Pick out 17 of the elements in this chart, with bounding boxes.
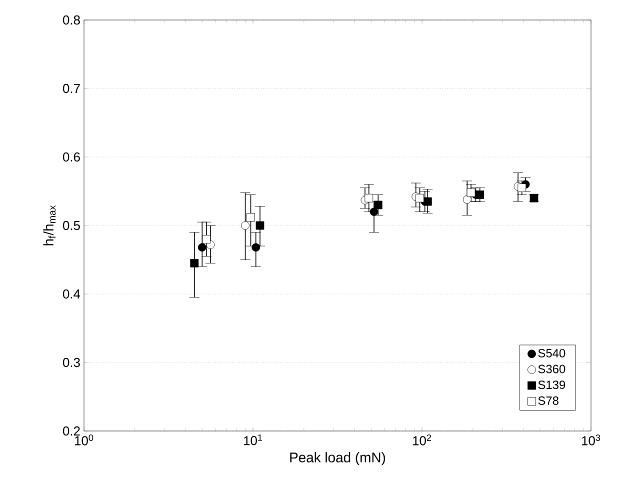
x-tick-label: 10$^{2}$	[413, 434, 432, 446]
y-tick-label: 0.4	[62, 289, 80, 299]
y-tick-label: 0.5	[62, 220, 80, 230]
y-tick-label: 0.7	[62, 84, 80, 94]
x-tick-label: 10$^{3}$	[582, 434, 600, 446]
x-axis-title: Peak load (mN)	[290, 452, 386, 466]
legend-label: S540	[538, 348, 566, 358]
y-tick-label: 0.2	[62, 426, 80, 436]
legend-label: S360	[538, 364, 566, 374]
legend-label: S139	[538, 380, 566, 390]
x-tick-label: 10$^{1}$	[244, 434, 262, 446]
legend-label: S78	[538, 396, 558, 405]
y-tick-label: 0.6	[62, 152, 80, 162]
y-tick-label: 0.8	[62, 15, 80, 25]
y-tick-label: 0.3	[62, 358, 80, 368]
x-tick-label: 10$^{0}$	[75, 434, 94, 446]
y-axis-title: h$_{f}$/h$_{max}$	[43, 205, 56, 246]
